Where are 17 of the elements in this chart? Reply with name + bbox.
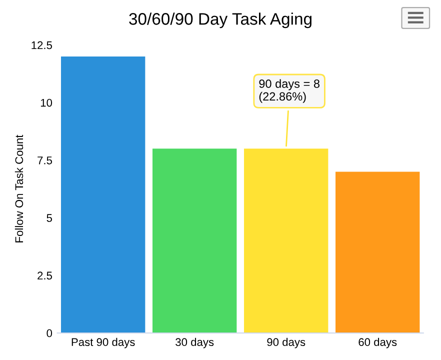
y-axis-title: Follow On Task Count <box>14 134 24 242</box>
y-tick-label: 12.5 <box>32 41 52 50</box>
bar <box>60 56 146 333</box>
y-tick-label: 5 <box>46 214 52 222</box>
x-tick-label: Past 90 days <box>72 338 135 348</box>
bar <box>244 148 328 333</box>
bar <box>336 172 420 333</box>
x-tick-label: 60 days <box>358 338 397 348</box>
x-tick-label: 90 days <box>267 338 306 348</box>
y-tick-label: 7.5 <box>38 156 52 164</box>
annotation: 90 days = 8 (22.86%) <box>259 79 320 103</box>
y-tick-label: 2.5 <box>38 272 52 280</box>
y-tick-label: 10 <box>40 98 52 107</box>
y-tick-label: 0 <box>46 329 52 338</box>
x-tick-label: 30 days <box>176 338 214 348</box>
bar <box>152 148 237 333</box>
chart-title: 30/60/90 Day Task Aging <box>129 12 312 28</box>
